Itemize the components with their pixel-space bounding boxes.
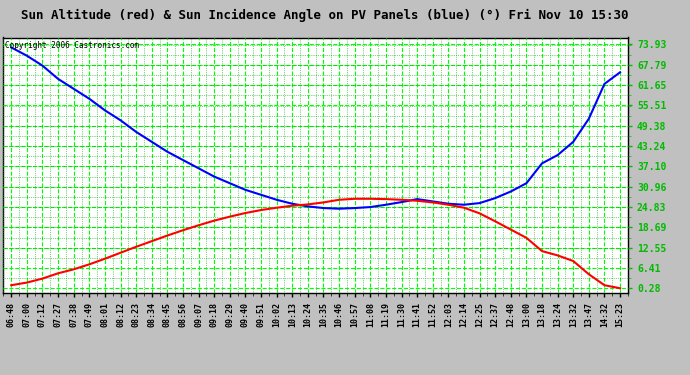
Text: Sun Altitude (red) & Sun Incidence Angle on PV Panels (blue) (°) Fri Nov 10 15:3: Sun Altitude (red) & Sun Incidence Angle… [21, 9, 628, 22]
Text: Copyright 2006 Castronics.com: Copyright 2006 Castronics.com [5, 41, 139, 50]
